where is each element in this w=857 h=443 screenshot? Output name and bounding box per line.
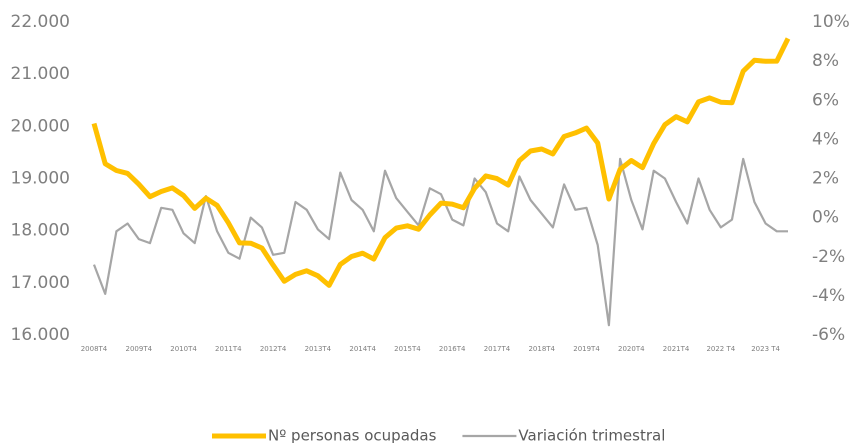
- y-tick-label: 19.000: [11, 169, 70, 189]
- x-tick-label: 2021T4: [663, 345, 690, 353]
- y-tick-label: 18.000: [11, 221, 70, 241]
- x-tick-label: 2012T4: [260, 345, 287, 353]
- x-tick-label: 2013T4: [305, 345, 332, 353]
- x-tick-label: 2019T4: [573, 345, 600, 353]
- y-tick-label: 21.000: [11, 64, 70, 84]
- y2-tick-label: 10%: [812, 12, 850, 32]
- x-tick-label: 2015T4: [394, 345, 421, 353]
- y2-tick-label: 6%: [812, 90, 839, 110]
- y2-tick-label: -6%: [812, 325, 845, 345]
- x-tick-label: 2017T4: [484, 345, 511, 353]
- x-tick-label: 2023 T4: [751, 345, 780, 353]
- y2-tick-label: 4%: [812, 129, 839, 149]
- y-tick-label: 17.000: [11, 273, 70, 293]
- y2-tick-label: -4%: [812, 286, 845, 306]
- y2-tick-label: 0%: [812, 208, 839, 228]
- x-tick-label: 2011T4: [215, 345, 242, 353]
- x-tick-label: 2018T4: [528, 345, 555, 353]
- x-tick-label: 2016T4: [439, 345, 466, 353]
- x-tick-label: 2009T4: [126, 345, 153, 353]
- y2-tick-label: 2%: [812, 169, 839, 189]
- legend-label: Variación trimestral: [518, 427, 665, 443]
- y-tick-label: 20.000: [11, 116, 70, 136]
- x-tick-label: 2022 T4: [706, 345, 735, 353]
- y2-tick-label: -2%: [812, 247, 845, 267]
- x-tick-label: 2008T4: [81, 345, 108, 353]
- x-tick-label: 2010T4: [170, 345, 197, 353]
- y2-tick-label: 8%: [812, 51, 839, 71]
- series-line: [91, 37, 791, 288]
- x-tick-label: 2014T4: [349, 345, 376, 353]
- series-line: [92, 157, 788, 327]
- x-tick-label: 2020T4: [618, 345, 645, 353]
- legend-label: Nº personas ocupadas: [268, 427, 437, 443]
- y-tick-label: 22.000: [11, 12, 70, 32]
- y-tick-label: 16.000: [11, 325, 70, 345]
